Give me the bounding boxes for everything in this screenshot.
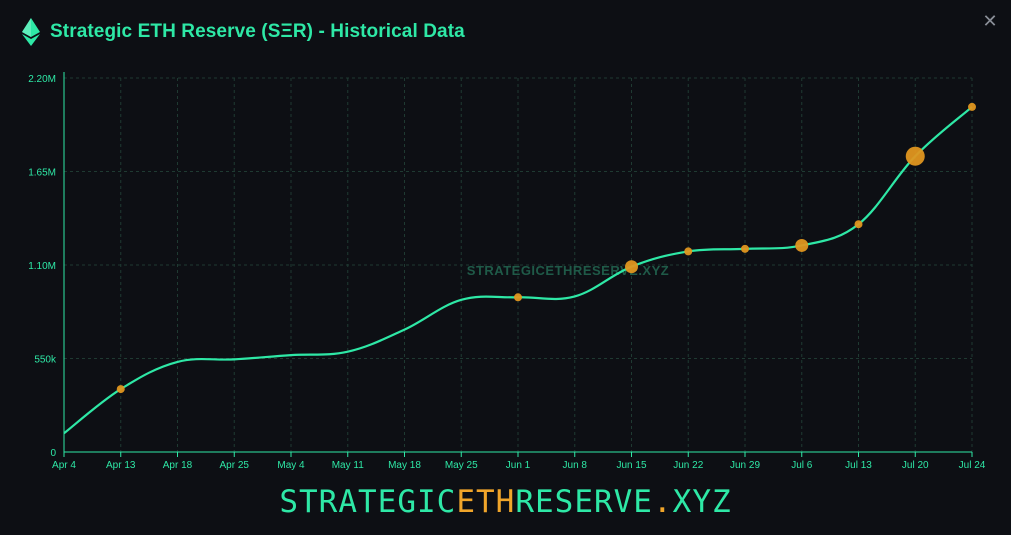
x-tick-label: Jul 20	[902, 460, 929, 471]
x-tick-label: Jun 29	[730, 460, 760, 471]
footer-brand: STRATEGICETHRESERVE.XYZ	[0, 484, 1011, 520]
data-point-marker	[905, 146, 925, 166]
y-tick-label: 1.65M	[28, 168, 56, 179]
x-tick-label: Jun 15	[616, 460, 646, 471]
y-tick-label: 0	[50, 448, 56, 459]
x-tick-label: Apr 18	[163, 460, 193, 471]
footer-brand-dot: .	[652, 484, 673, 520]
x-tick-label: Jun 1	[506, 460, 531, 471]
close-icon[interactable]: ✕	[982, 10, 998, 31]
chart-header: Strategic ETH Reserve (SΞR) - Historical…	[22, 18, 465, 46]
chart-title: Strategic ETH Reserve (SΞR) - Historical…	[50, 21, 465, 42]
x-tick-label: May 25	[445, 460, 478, 471]
x-tick-label: May 18	[388, 460, 421, 471]
data-point-marker	[741, 244, 749, 253]
data-point-marker	[625, 260, 638, 274]
footer-brand-part: RESERVE	[515, 484, 653, 520]
x-tick-label: Apr 25	[220, 460, 250, 471]
data-point-marker	[116, 385, 125, 394]
data-point-marker	[514, 293, 522, 302]
x-tick-label: Jun 8	[563, 460, 588, 471]
ethereum-icon	[22, 18, 40, 46]
footer-brand-eth: ETH	[456, 484, 516, 520]
y-tick-label: 1.10M	[28, 261, 56, 272]
x-tick-label: Jul 24	[959, 460, 986, 471]
line-chart: 0 550k 1.10M 1.65M 2.20M Apr 4 Apr 13 Apr 18 Apr…	[28, 72, 986, 471]
footer-brand-part: XYZ	[672, 484, 732, 520]
x-tick-label: May 4	[277, 460, 305, 471]
x-tick-label: Apr 13	[106, 460, 136, 471]
y-tick-label: 550k	[34, 355, 57, 366]
data-point-marker	[854, 220, 863, 229]
x-tick-label: May 11	[332, 460, 364, 471]
data-point-marker	[684, 247, 693, 256]
footer-brand-part: STRATEGIC	[279, 484, 457, 520]
data-point-marker	[795, 238, 809, 252]
x-tick-label: Jun 22	[673, 460, 703, 471]
chart-watermark: STRATEGICETHRESERVE.XYZ	[467, 263, 669, 278]
x-tick-label: Jul 6	[791, 460, 813, 471]
y-tick-label: 2.20M	[28, 74, 56, 85]
x-tick-label: Apr 4	[52, 460, 76, 471]
x-tick-label: Jul 13	[845, 460, 872, 471]
data-point-marker	[968, 102, 976, 111]
